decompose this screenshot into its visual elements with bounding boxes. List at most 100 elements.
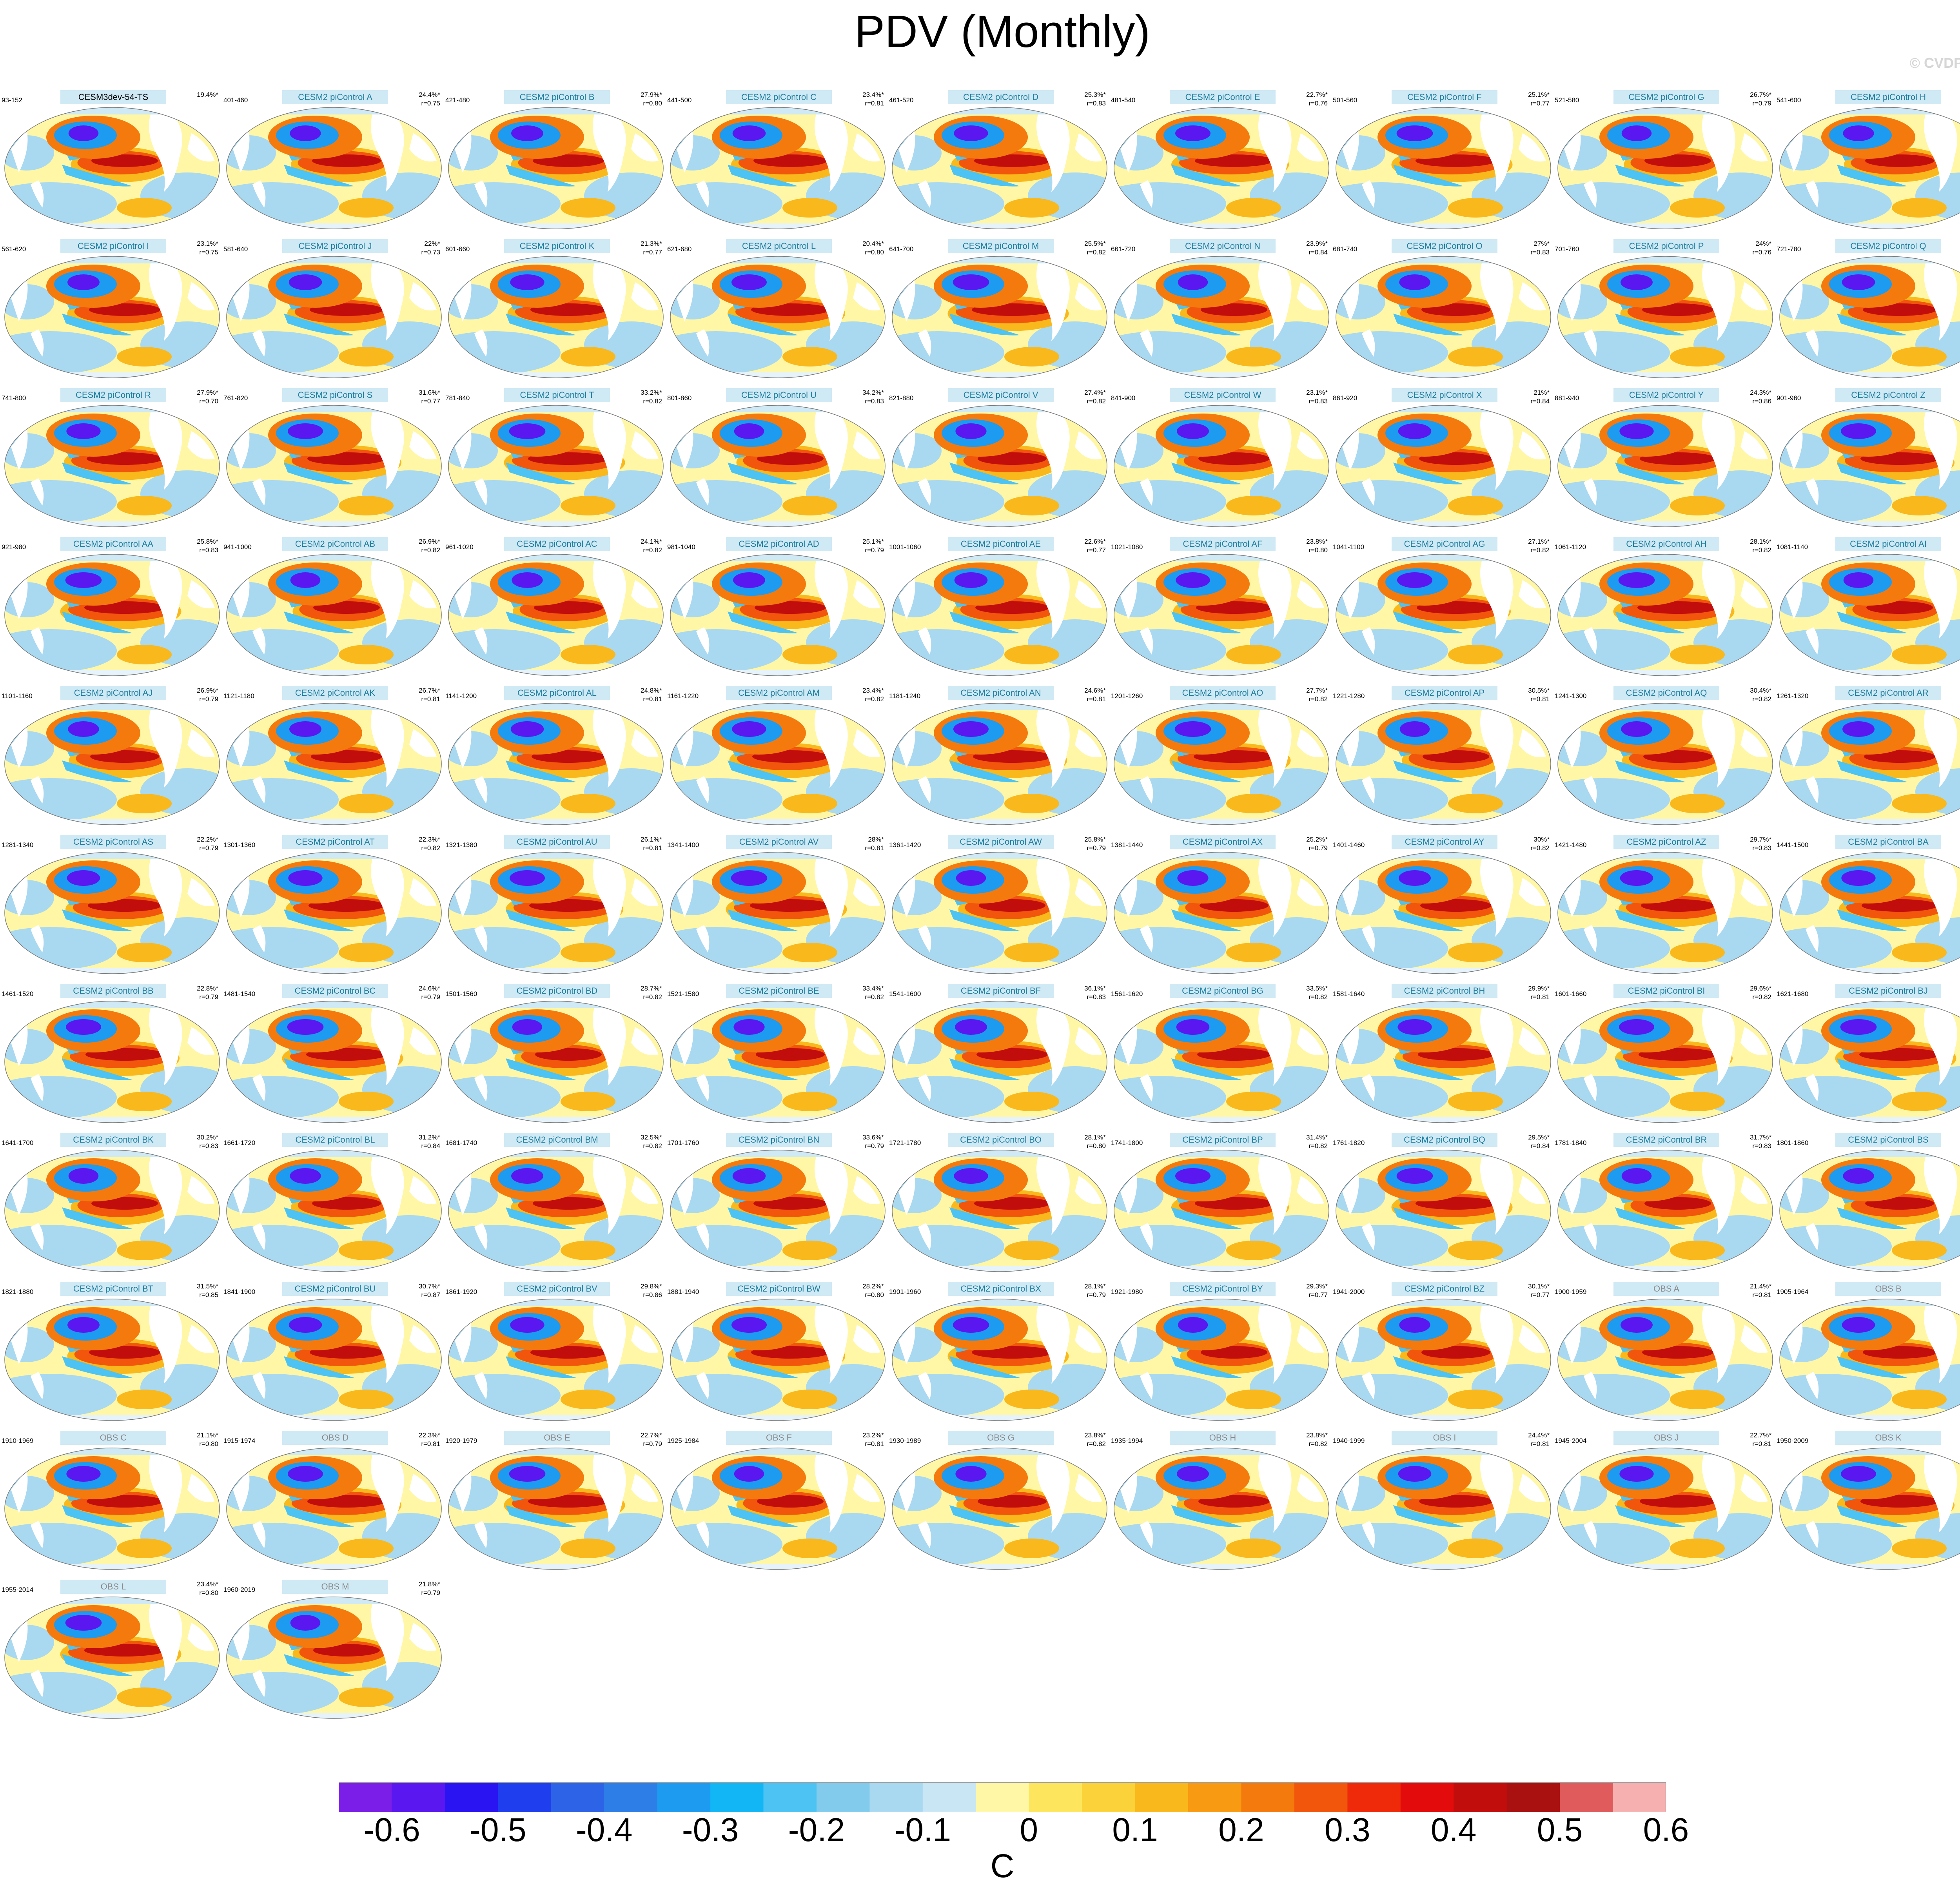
- australia: [1362, 1074, 1375, 1101]
- southern-cool-arm: [284, 909, 354, 931]
- panel-variance-pct: 23.2%*: [862, 1432, 884, 1439]
- panel-variance-pct: 27.9%*: [197, 389, 218, 396]
- map-panel: 601-660 CESM2 piControl K 21.3%* r=0.77: [445, 239, 667, 382]
- pdv-map: [1336, 554, 1551, 676]
- australia: [1362, 1223, 1375, 1250]
- panel-years: 1161-1220: [667, 692, 699, 700]
- north-pacific-cool-core: [66, 423, 101, 439]
- panel-years: 1401-1460: [1333, 841, 1365, 849]
- asia: [187, 580, 215, 608]
- panel-variance-pct: 30%*: [1534, 836, 1550, 843]
- panel-title: CESM2 piControl K: [504, 239, 610, 253]
- north-pacific-cool-core: [1399, 870, 1431, 886]
- americas: [1480, 110, 1514, 192]
- southern-cool-arm: [284, 314, 354, 336]
- colorbar-swatch: [392, 1782, 445, 1812]
- australia: [696, 776, 710, 804]
- map-panel: 881-940 CESM2 piControl Y 24.3%* r=0.86: [1555, 388, 1776, 531]
- southern-cool-arm: [728, 165, 798, 187]
- map-outline: [1557, 1150, 1773, 1272]
- africa-europe: [677, 725, 693, 768]
- southern-cool-arm: [506, 165, 576, 187]
- asia: [853, 1474, 880, 1502]
- south-pacific-warm: [561, 1390, 615, 1409]
- map-outline: [1114, 1299, 1329, 1421]
- africa-europe: [233, 725, 250, 768]
- north-pacific-cool-core: [1621, 274, 1653, 290]
- panel-years: 861-920: [1333, 394, 1357, 402]
- panel-variance-pct: 21.3%*: [641, 240, 662, 247]
- pdv-map: [1779, 1150, 1960, 1272]
- map-outline: [892, 107, 1107, 229]
- panel-title: CESM2 piControl BG: [1170, 984, 1276, 998]
- southern-cool-arm: [1393, 1505, 1464, 1527]
- map-panel: 941-1000 CESM2 piControl AB 26.9%* r=0.82: [223, 537, 445, 680]
- southern-cool-arm: [1171, 1505, 1242, 1527]
- map-panel: 1381-1440 CESM2 piControl AX 25.2%* r=0.79: [1111, 835, 1332, 978]
- americas: [593, 1003, 626, 1086]
- southern-cool-arm: [949, 909, 1020, 931]
- north-pacific-cool-core: [289, 721, 321, 737]
- australia: [918, 925, 931, 953]
- asia: [631, 1027, 659, 1055]
- southern-cool-arm: [1837, 1356, 1907, 1378]
- panel-years: 1121-1180: [223, 692, 254, 700]
- southern-cool-arm: [1171, 909, 1242, 931]
- panel-years: 541-600: [1777, 96, 1801, 104]
- map-outline: [1779, 256, 1960, 378]
- pdv-map: [1114, 405, 1329, 527]
- asia: [409, 133, 437, 161]
- panel-title: CESM2 piControl BH: [1392, 984, 1497, 998]
- americas: [1702, 1152, 1735, 1235]
- panel-years: 1915-1974: [223, 1437, 256, 1444]
- panel-pattern-correlation: r=0.79: [199, 695, 218, 703]
- map-outline: [1557, 852, 1773, 974]
- americas: [1702, 259, 1735, 341]
- americas: [593, 408, 626, 490]
- australia: [1140, 478, 1153, 506]
- panel-years: 1901-1960: [889, 1288, 921, 1295]
- map-outline: [226, 107, 442, 229]
- panel-title: OBS I: [1392, 1431, 1497, 1445]
- south-pacific-warm: [1892, 794, 1947, 813]
- antarctica: [1558, 1415, 1773, 1421]
- americas: [1480, 1152, 1514, 1235]
- panel-title: OBS B: [1835, 1282, 1941, 1296]
- pdv-map: [1114, 1299, 1329, 1421]
- asia: [1297, 1027, 1324, 1055]
- south-pacific-warm: [561, 794, 615, 813]
- south-pacific-warm: [117, 1539, 172, 1558]
- antarctica: [1780, 670, 1960, 676]
- panel-variance-pct: 22.7%*: [641, 1432, 662, 1439]
- pdv-map: [1114, 703, 1329, 825]
- antarctica: [5, 819, 220, 825]
- antarctica: [670, 670, 885, 676]
- antarctica: [448, 968, 663, 974]
- map-outline: [1336, 703, 1551, 825]
- map-outline: [448, 256, 664, 378]
- africa-europe: [1564, 129, 1581, 172]
- americas: [815, 110, 848, 192]
- antarctica: [1558, 1564, 1773, 1569]
- north-pacific-cool-core: [733, 572, 765, 588]
- panel-variance-pct: 24.3%*: [1750, 389, 1771, 396]
- map-panel: 1930-1989 OBS G 23.8%* r=0.82: [889, 1431, 1111, 1574]
- americas: [815, 855, 848, 937]
- australia: [1584, 329, 1597, 357]
- map-panel: 1915-1974 OBS D 22.3%* r=0.81: [223, 1431, 445, 1574]
- pdv-map: [226, 554, 442, 676]
- colorbar-tick: 0.4: [1430, 1811, 1477, 1848]
- americas: [1702, 110, 1735, 192]
- panel-title: CESM2 piControl AK: [282, 686, 388, 700]
- panel-pattern-correlation: r=0.70: [199, 397, 218, 405]
- south-pacific-warm: [1004, 794, 1059, 813]
- map-panel: 1920-1979 OBS E 22.7%* r=0.79: [445, 1431, 667, 1574]
- asia: [187, 1623, 215, 1651]
- south-pacific-warm: [1670, 1092, 1725, 1111]
- map-outline: [892, 554, 1107, 676]
- panel-pattern-correlation: r=0.81: [865, 844, 884, 852]
- panel-years: 1201-1260: [1111, 692, 1143, 700]
- colorbar-swatch: [445, 1782, 498, 1812]
- australia: [252, 1521, 266, 1548]
- africa-europe: [898, 427, 915, 470]
